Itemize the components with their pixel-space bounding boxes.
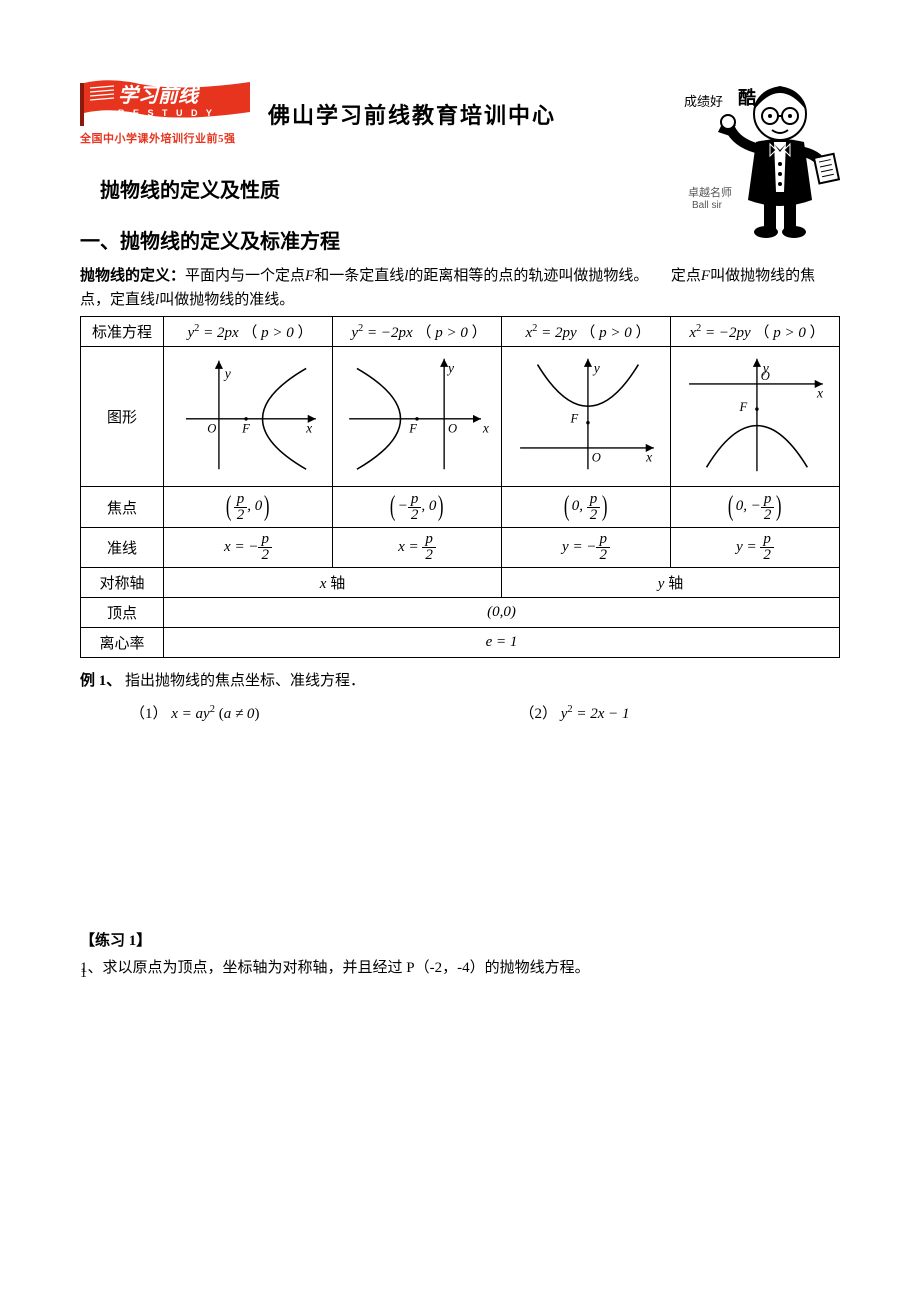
example-1-item-2: （2） y2 = 2x − 1 (519, 701, 629, 728)
focus-1: (p2, 0) (164, 487, 333, 528)
org-title: 佛山学习前线教育培训中心 (268, 98, 556, 130)
svg-text:O: O (207, 421, 216, 435)
svg-text:x: x (816, 386, 823, 401)
svg-text:F: F (569, 412, 578, 426)
example-1-label: 例 1、 (80, 673, 121, 689)
focus-4: (0, −p2) (671, 487, 840, 528)
svg-text:y: y (592, 360, 601, 375)
directrix-3: y = −p2 (502, 528, 671, 568)
definition-paragraph: 抛物线的定义：平面内与一个定点F和一条定直线l的距离相等的点的轨迹叫做抛物线。 … (80, 264, 840, 312)
row-label-equation: 标准方程 (81, 317, 164, 347)
svg-text:F: F (738, 400, 747, 414)
std-eq-3: x2 = 2py （ p > 0 ） (525, 325, 650, 341)
logo: 学习前线 B E S T U D Y 全国中小学课外培训行业前5强 (80, 80, 260, 146)
std-eq-4: x2 = −2py （ p > 0 ） (689, 325, 824, 341)
directrix-1: x = −p2 (164, 528, 333, 568)
svg-text:O: O (761, 369, 770, 383)
svg-text:成绩好: 成绩好 (684, 94, 723, 109)
example-1: 例 1、 指出抛物线的焦点坐标、准线方程． （1） x = ay2 (a ≠ 0… (80, 668, 840, 728)
svg-text:Ball sir: Ball sir (692, 200, 723, 211)
logo-main-cn: 学习前线 (118, 84, 201, 107)
svg-text:卓越名师: 卓越名师 (688, 185, 732, 199)
row-label-graph: 图形 (81, 347, 164, 487)
row-label-ecc: 离心率 (81, 628, 164, 658)
graph-cell-2: y x O F (333, 347, 502, 487)
svg-text:y: y (223, 366, 232, 381)
practice-1-q1: 1、求以原点为顶点，坐标轴为对称轴，并且经过 P（-2，-4）的抛物线方程。 (80, 955, 840, 982)
logo-flag-icon: 学习前线 B E S T U D Y (80, 80, 250, 126)
page-number: 1 (80, 966, 87, 982)
axis-12: x 轴 (164, 568, 502, 598)
svg-text:x: x (482, 420, 489, 435)
svg-text:x: x (645, 449, 652, 464)
eccentricity: e = 1 (164, 628, 840, 658)
example-1-text: 指出抛物线的焦点坐标、准线方程． (125, 673, 365, 689)
focus-3: (0, p2) (502, 487, 671, 528)
axis-34: y 轴 (502, 568, 840, 598)
directrix-4: y = p2 (671, 528, 840, 568)
row-label-focus: 焦点 (81, 487, 164, 528)
graph-cell-1: y x O F (164, 347, 333, 487)
graph-cell-4: y x O F (671, 347, 840, 487)
definition-label: 抛物线的定义： (80, 267, 185, 284)
mascot-icon: 成绩好 酷 (680, 72, 840, 242)
row-label-axis: 对称轴 (81, 568, 164, 598)
focus-2: (−p2, 0) (333, 487, 502, 528)
directrix-2: x = p2 (333, 528, 502, 568)
row-label-vertex: 顶点 (81, 598, 164, 628)
example-1-item-1: （1） x = ay2 (a ≠ 0) (130, 701, 259, 728)
logo-main-en: B E S T U D Y (118, 108, 215, 118)
graph-cell-3: y x O F (502, 347, 671, 487)
vertex: (0,0) (164, 598, 840, 628)
practice-1: 【练习 1】 1、求以原点为顶点，坐标轴为对称轴，并且经过 P（-2，-4）的抛… (80, 928, 840, 982)
svg-text:O: O (448, 421, 457, 435)
svg-text:酷: 酷 (738, 87, 756, 108)
svg-text:y: y (446, 360, 455, 375)
properties-table: 标准方程 y2 = 2px （ p > 0 ） y2 = −2px （ p > … (80, 316, 840, 658)
logo-subtitle: 全国中小学课外培训行业前5强 (80, 130, 260, 146)
std-eq-1: y2 = 2px （ p > 0 ） (187, 325, 312, 341)
svg-text:x: x (305, 420, 312, 435)
svg-text:O: O (592, 450, 601, 464)
row-label-directrix: 准线 (81, 528, 164, 568)
page-header: 学习前线 B E S T U D Y 全国中小学课外培训行业前5强 佛山学习前线… (80, 80, 840, 160)
svg-text:F: F (408, 421, 417, 435)
practice-1-label: 【练习 1】 (80, 933, 151, 949)
svg-text:F: F (241, 421, 250, 435)
std-eq-2: y2 = −2px （ p > 0 ） (351, 325, 486, 341)
